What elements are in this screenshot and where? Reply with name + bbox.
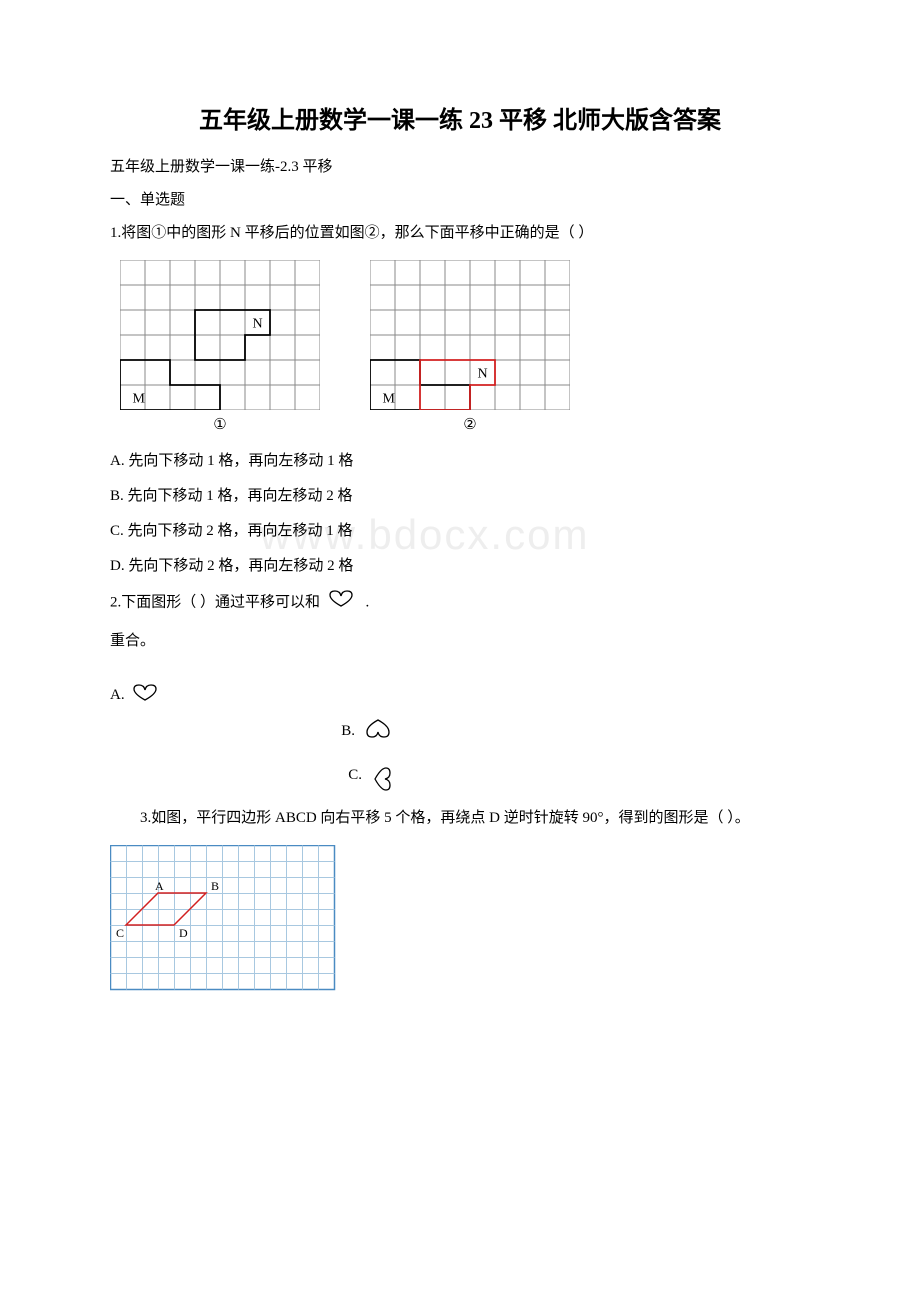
q1-options: A. 先向下移动 1 格，再向左移动 1 格 B. 先向下移动 1 格，再向左移… bbox=[80, 449, 840, 575]
q1-option-b: B. 先向下移动 1 格，再向左移动 2 格 bbox=[110, 484, 840, 505]
q2-opt-c-label: C. bbox=[348, 767, 366, 783]
heart-a-icon bbox=[128, 683, 166, 708]
q1-stem: 1.将图①中的图形 N 平移后的位置如图②，那么下面平移中正确的是（ ） bbox=[80, 221, 840, 245]
q2-opt-a-label: A. bbox=[110, 687, 128, 703]
q2-option-c: C. bbox=[110, 755, 510, 796]
q2-stem: 2.下面图形（ ）通过平移可以和 . bbox=[80, 589, 840, 617]
svg-text:C: C bbox=[116, 926, 124, 940]
heart-c-icon bbox=[366, 755, 392, 796]
heart-icon bbox=[324, 589, 362, 617]
q3-grid: A B C D bbox=[110, 845, 336, 991]
q2-stem-prefix: 2.下面图形（ ）通过平移可以和 bbox=[110, 594, 324, 610]
svg-text:D: D bbox=[179, 926, 188, 940]
q1-figures: MN ① MN ② bbox=[80, 260, 840, 434]
svg-text:N: N bbox=[253, 317, 263, 332]
q1-figure-1: MN ① bbox=[120, 260, 320, 434]
svg-text:A: A bbox=[155, 879, 164, 893]
q2-stem-line2: 重合。 bbox=[80, 629, 840, 653]
svg-text:N: N bbox=[478, 367, 488, 382]
page-title: 五年级上册数学一课一练 23 平移 北师大版含答案 bbox=[80, 100, 840, 135]
heart-b-icon bbox=[359, 718, 399, 745]
q1-option-c: C. 先向下移动 2 格，再向左移动 1 格 bbox=[110, 519, 840, 540]
q3-figure: A B C D bbox=[80, 845, 840, 996]
q1-grid-2: MN bbox=[370, 260, 570, 410]
svg-text:M: M bbox=[133, 392, 146, 407]
q1-caption-1: ① bbox=[213, 415, 226, 434]
q2-opt-b-label: B. bbox=[341, 723, 359, 739]
q1-grid-1: MN bbox=[120, 260, 320, 410]
svg-text:M: M bbox=[383, 392, 396, 407]
q1-option-a: A. 先向下移动 1 格，再向左移动 1 格 bbox=[110, 449, 840, 470]
q1-caption-2: ② bbox=[463, 415, 476, 434]
svg-text:B: B bbox=[211, 879, 219, 893]
q2-option-a: A. bbox=[110, 683, 840, 708]
q1-option-d: D. 先向下移动 2 格，再向左移动 2 格 bbox=[110, 554, 840, 575]
q2-option-b: B. bbox=[110, 718, 510, 745]
q1-figure-2: MN ② bbox=[370, 260, 570, 434]
q3-stem: 3.如图，平行四边形 ABCD 向右平移 5 个格，再绕点 D 逆时针旋转 90… bbox=[80, 806, 840, 830]
subtitle: 五年级上册数学一课一练-2.3 平移 bbox=[80, 155, 840, 176]
q2-options: A. B. C. bbox=[80, 683, 840, 796]
q2-stem-suffix: . bbox=[366, 594, 370, 610]
section-1-header: 一、单选题 bbox=[80, 188, 840, 209]
